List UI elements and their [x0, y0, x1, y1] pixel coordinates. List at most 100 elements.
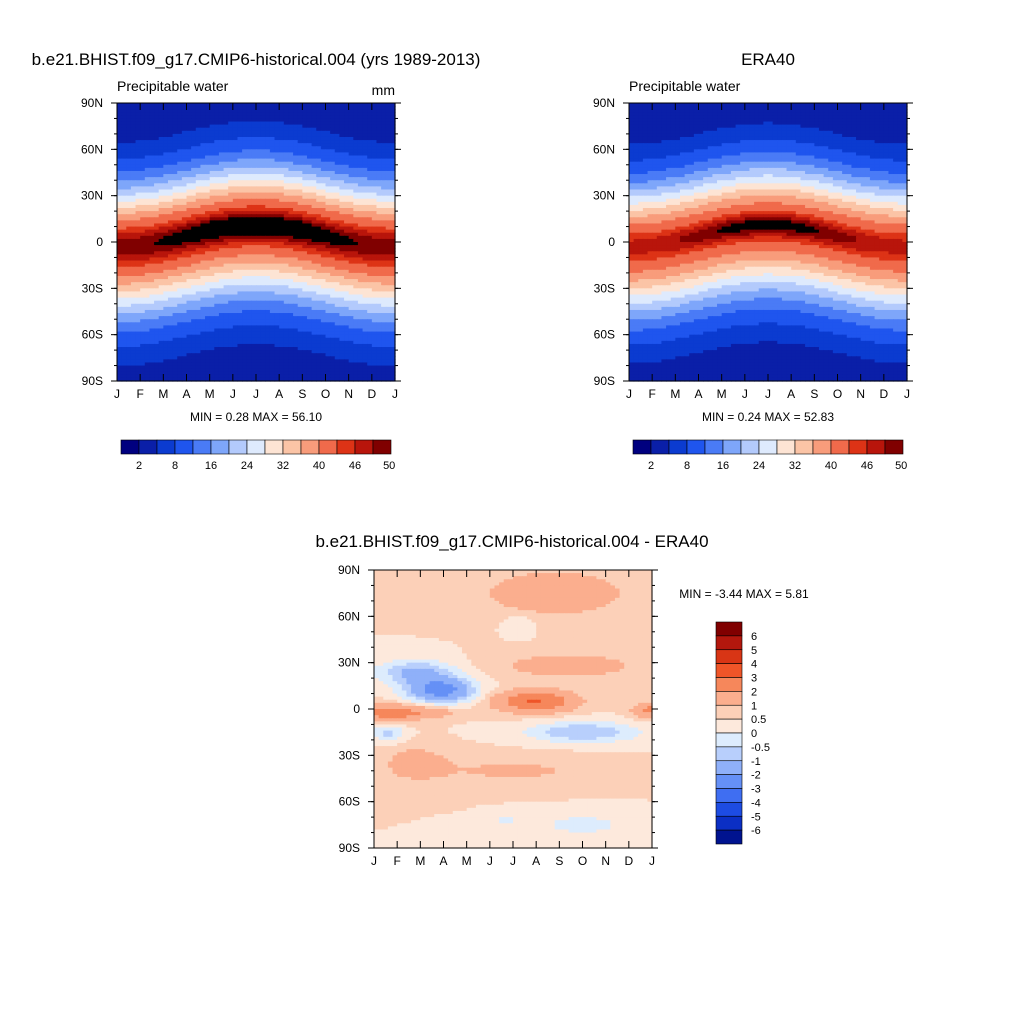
- heatmap-cell: [181, 136, 188, 141]
- heatmap-cell: [228, 115, 234, 120]
- heatmap-cell: [237, 186, 243, 191]
- heatmap-cell: [237, 103, 243, 107]
- heatmap-cell: [195, 214, 201, 218]
- heatmap-cell: [260, 251, 266, 255]
- heatmap-cell: [293, 263, 299, 268]
- heatmap-cell: [205, 269, 211, 274]
- heatmap-cell: [344, 269, 350, 274]
- heatmap-cell: [265, 211, 271, 215]
- heatmap-cell: [140, 275, 146, 280]
- heatmap-cell: [385, 223, 391, 228]
- heatmap-cell: [223, 300, 229, 305]
- heatmap-cell: [205, 263, 211, 268]
- heatmap-cell: [334, 136, 340, 141]
- heatmap-cell: [283, 309, 290, 314]
- heatmap-cell: [214, 103, 220, 107]
- heatmap-cell: [288, 269, 294, 274]
- heatmap-cell: [260, 232, 266, 237]
- heatmap-cell: [177, 245, 183, 249]
- heatmap-cell: [330, 309, 336, 314]
- heatmap-cell: [209, 143, 215, 147]
- heatmap-cell: [306, 353, 313, 357]
- heatmap-cell: [256, 294, 262, 299]
- heatmap-cell: [177, 309, 183, 314]
- heatmap-cell: [191, 161, 197, 166]
- heatmap-cell: [316, 204, 322, 209]
- heatmap-cell: [320, 238, 327, 243]
- heatmap-cell: [362, 309, 368, 314]
- heatmap-cell: [205, 328, 211, 333]
- heatmap-cell: [177, 143, 183, 147]
- heatmap-cell: [205, 170, 211, 175]
- heatmap-cell: [246, 245, 252, 249]
- heatmap-cell: [381, 347, 387, 351]
- heatmap-cell: [200, 217, 206, 221]
- heatmap-cell: [177, 297, 183, 302]
- heatmap-cell: [117, 322, 123, 326]
- heatmap-cell: [390, 254, 396, 259]
- heatmap-cell: [367, 266, 373, 271]
- heatmap-cell: [140, 272, 146, 277]
- heatmap-cell: [223, 353, 229, 357]
- heatmap-cell: [218, 214, 225, 218]
- heatmap-cell: [130, 103, 137, 107]
- heatmap-cell: [205, 204, 211, 209]
- heatmap-cell: [390, 350, 396, 354]
- heatmap-cell: [209, 174, 215, 178]
- heatmap-cell: [357, 226, 364, 231]
- heatmap-cell: [390, 300, 396, 305]
- heatmap-cell: [246, 288, 252, 293]
- heatmap-cell: [251, 306, 257, 311]
- heatmap-cell: [144, 282, 151, 286]
- heatmap-cell: [237, 291, 243, 296]
- heatmap-cell: [357, 297, 364, 302]
- heatmap-cell: [265, 350, 271, 354]
- heatmap-cell: [283, 152, 290, 157]
- heatmap-cell: [288, 130, 294, 135]
- heatmap-cell: [269, 130, 276, 135]
- heatmap-cell: [251, 347, 257, 351]
- heatmap-cell: [167, 340, 174, 345]
- heatmap-cell: [288, 350, 294, 354]
- heatmap-cell: [311, 232, 317, 237]
- heatmap-cell: [172, 140, 178, 144]
- heatmap-cell: [390, 245, 396, 249]
- heatmap-cell: [265, 124, 271, 129]
- heatmap-cell: [121, 149, 127, 154]
- heatmap-cell: [218, 343, 225, 348]
- heatmap-cell: [274, 204, 280, 209]
- heatmap-cell: [311, 294, 317, 299]
- heatmap-cell: [353, 238, 359, 243]
- heatmap-cell: [357, 106, 364, 110]
- heatmap-cell: [325, 235, 331, 240]
- heatmap-cell: [311, 269, 317, 274]
- heatmap-cell: [149, 248, 155, 252]
- heatmap-cell: [344, 288, 350, 293]
- heatmap-cell: [339, 269, 345, 274]
- heatmap-cell: [256, 106, 262, 110]
- heatmap-cell: [149, 220, 155, 225]
- heatmap-cell: [348, 146, 354, 150]
- heatmap-cell: [130, 177, 137, 181]
- heatmap-cell: [191, 167, 197, 172]
- heatmap-cell: [209, 127, 215, 132]
- heatmap-cell: [311, 248, 317, 252]
- heatmap-cell: [344, 109, 350, 113]
- heatmap-cell: [191, 254, 197, 259]
- heatmap-cell: [126, 242, 132, 246]
- heatmap-cell: [181, 328, 188, 333]
- heatmap-cell: [390, 183, 396, 187]
- heatmap-cell: [242, 325, 248, 330]
- heatmap-cell: [371, 331, 378, 336]
- heatmap-cell: [246, 223, 252, 228]
- heatmap-cell: [172, 143, 178, 147]
- heatmap-cell: [320, 331, 327, 336]
- heatmap-cell: [163, 167, 169, 172]
- heatmap-cell: [297, 269, 303, 274]
- heatmap-cell: [334, 115, 340, 120]
- heatmap-cell: [293, 146, 299, 150]
- heatmap-cell: [339, 306, 345, 311]
- heatmap-cell: [172, 124, 178, 129]
- heatmap-cell: [316, 319, 322, 323]
- heatmap-cell: [163, 124, 169, 129]
